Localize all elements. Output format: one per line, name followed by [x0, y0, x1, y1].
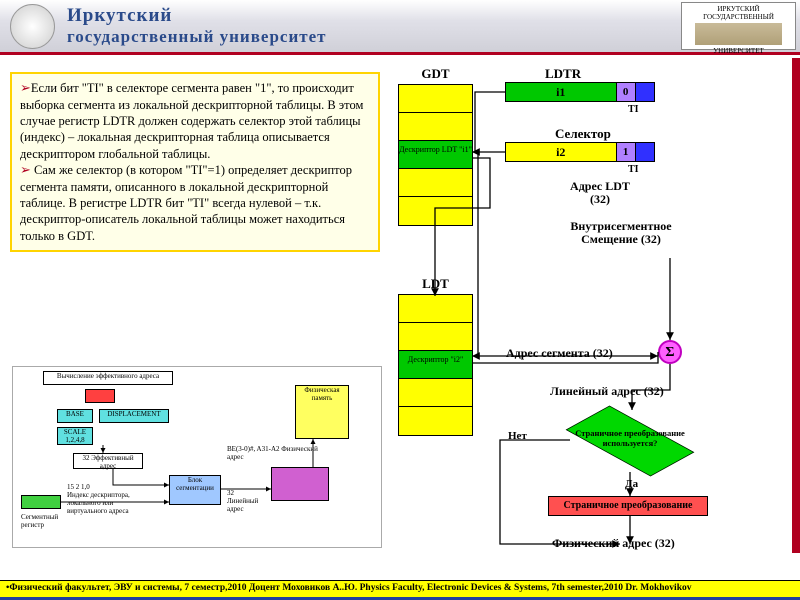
- ldt-descriptor: Дескриптор "i2": [399, 351, 472, 379]
- header: Иркутский государственный университет ИР…: [0, 0, 800, 55]
- title-line1: Иркутский: [67, 5, 327, 27]
- main-content: ➢Если бит "TI" в селекторе сегмента раве…: [0, 58, 792, 580]
- ldtr-ti: 0: [616, 83, 635, 101]
- explanation-text: ➢Если бит "TI" в селекторе сегмента раве…: [10, 72, 380, 252]
- gdt-cell: [399, 85, 472, 113]
- gdt-cell: [399, 169, 472, 197]
- logo-right: ИРКУТСКИЙ ГОСУДАРСТВЕННЫЙ УНИВЕРСИТЕТ: [681, 2, 796, 50]
- sel-rpl: [635, 143, 654, 161]
- phys-address-label: Физический адрес (32): [552, 536, 675, 551]
- selector-label: Селектор: [555, 126, 611, 142]
- ti-label-2: TI: [628, 164, 639, 175]
- ldt-cell: [399, 379, 472, 407]
- gdt-descriptor: Дескриптор LDT "i1": [399, 141, 472, 169]
- sub-arrows: [13, 367, 383, 549]
- linear-address-label: Линейный адрес (32): [550, 384, 664, 399]
- gdt-label: GDT: [398, 66, 473, 82]
- ldt-block: LDT Дескриптор "i2": [398, 276, 473, 436]
- para2: Сам же селектор (в котором "TI"=1) опред…: [20, 163, 352, 243]
- sel-index: i2: [506, 143, 616, 161]
- gdt-cell: [399, 197, 472, 225]
- ldtr-rpl: [635, 83, 654, 101]
- ldt-cell: [399, 295, 472, 323]
- yes-label: Да: [625, 478, 638, 490]
- ti-label-1: TI: [628, 104, 639, 115]
- footer: •Физический факультет, ЭВУ и системы, 7 …: [0, 580, 800, 600]
- diamond-text: Страничное преобразование используется?: [570, 428, 690, 448]
- no-label: Нет: [508, 430, 527, 442]
- bullet-icon: ➢: [20, 162, 31, 177]
- logo-right-top: ИРКУТСКИЙ ГОСУДАРСТВЕННЫЙ: [684, 5, 793, 21]
- red-sidebar: [792, 58, 800, 553]
- sigma-node: Σ: [658, 340, 682, 364]
- selector-register: i2 1: [505, 142, 655, 162]
- sub-diagram: Вычисление эффективного адреса BASE DISP…: [12, 366, 382, 548]
- bullet-icon: ➢: [20, 80, 31, 95]
- ldt-label: LDT: [398, 276, 473, 292]
- intraseg-offset-label: Внутрисегментное Смещение (32): [546, 220, 696, 246]
- title-line2: государственный университет: [67, 27, 327, 47]
- ldt-address-label: Адрес LDT (32): [560, 180, 640, 206]
- university-title: Иркутский государственный университет: [67, 5, 327, 47]
- gdt-table: Дескриптор LDT "i1": [398, 84, 473, 226]
- logo-left-icon: [10, 4, 55, 49]
- gdt-cell: [399, 113, 472, 141]
- para1: Если бит "TI" в селекторе сегмента равен…: [20, 81, 363, 161]
- building-icon: [695, 23, 782, 45]
- seg-address-label: Адрес сегмента (32): [506, 346, 613, 361]
- paging-decision: Страничное преобразование используется?: [570, 410, 690, 472]
- page-conversion-box: Страничное преобразование: [548, 496, 708, 516]
- ldt-cell: [399, 407, 472, 435]
- ldt-table: Дескриптор "i2": [398, 294, 473, 436]
- ldtr-label: LDTR: [545, 66, 581, 82]
- ldtr-register: i1 0: [505, 82, 655, 102]
- ldtr-index: i1: [506, 83, 616, 101]
- logo-right-bottom: УНИВЕРСИТЕТ: [684, 47, 793, 55]
- ldt-cell: [399, 323, 472, 351]
- gdt-block: GDT Дескриптор LDT "i1": [398, 66, 473, 226]
- sel-ti: 1: [616, 143, 635, 161]
